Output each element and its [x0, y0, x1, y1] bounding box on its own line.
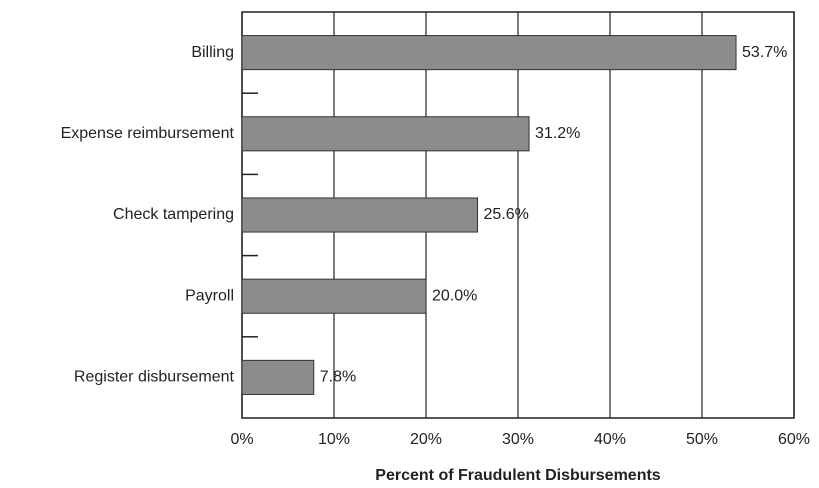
x-tick-label: 20% [410, 431, 442, 448]
value-label: 7.8% [320, 369, 356, 386]
y-tick-label: Expense reimbursement [61, 125, 235, 142]
y-tick-label: Register disbursement [74, 369, 235, 386]
y-tick-label: Check tampering [113, 206, 234, 223]
bar [241, 35, 737, 71]
x-tick-label: 50% [686, 431, 718, 448]
value-label: 20.0% [432, 287, 477, 304]
x-tick-label: 10% [318, 431, 350, 448]
bar [241, 278, 427, 314]
x-tick-label: 30% [502, 431, 534, 448]
bar [241, 197, 479, 233]
value-label: 25.6% [484, 206, 529, 223]
bar [241, 359, 315, 395]
x-tick-label: 40% [594, 431, 626, 448]
x-tick-label: 0% [230, 431, 253, 448]
y-tick-label: Payroll [185, 287, 234, 304]
y-tick-label: Billing [191, 44, 234, 61]
x-tick-label: 60% [778, 431, 810, 448]
value-label: 31.2% [535, 125, 580, 142]
value-label: 53.7% [742, 44, 787, 61]
bar [241, 116, 530, 152]
x-axis-title: Percent of Fraudulent Disbursements [375, 467, 660, 484]
